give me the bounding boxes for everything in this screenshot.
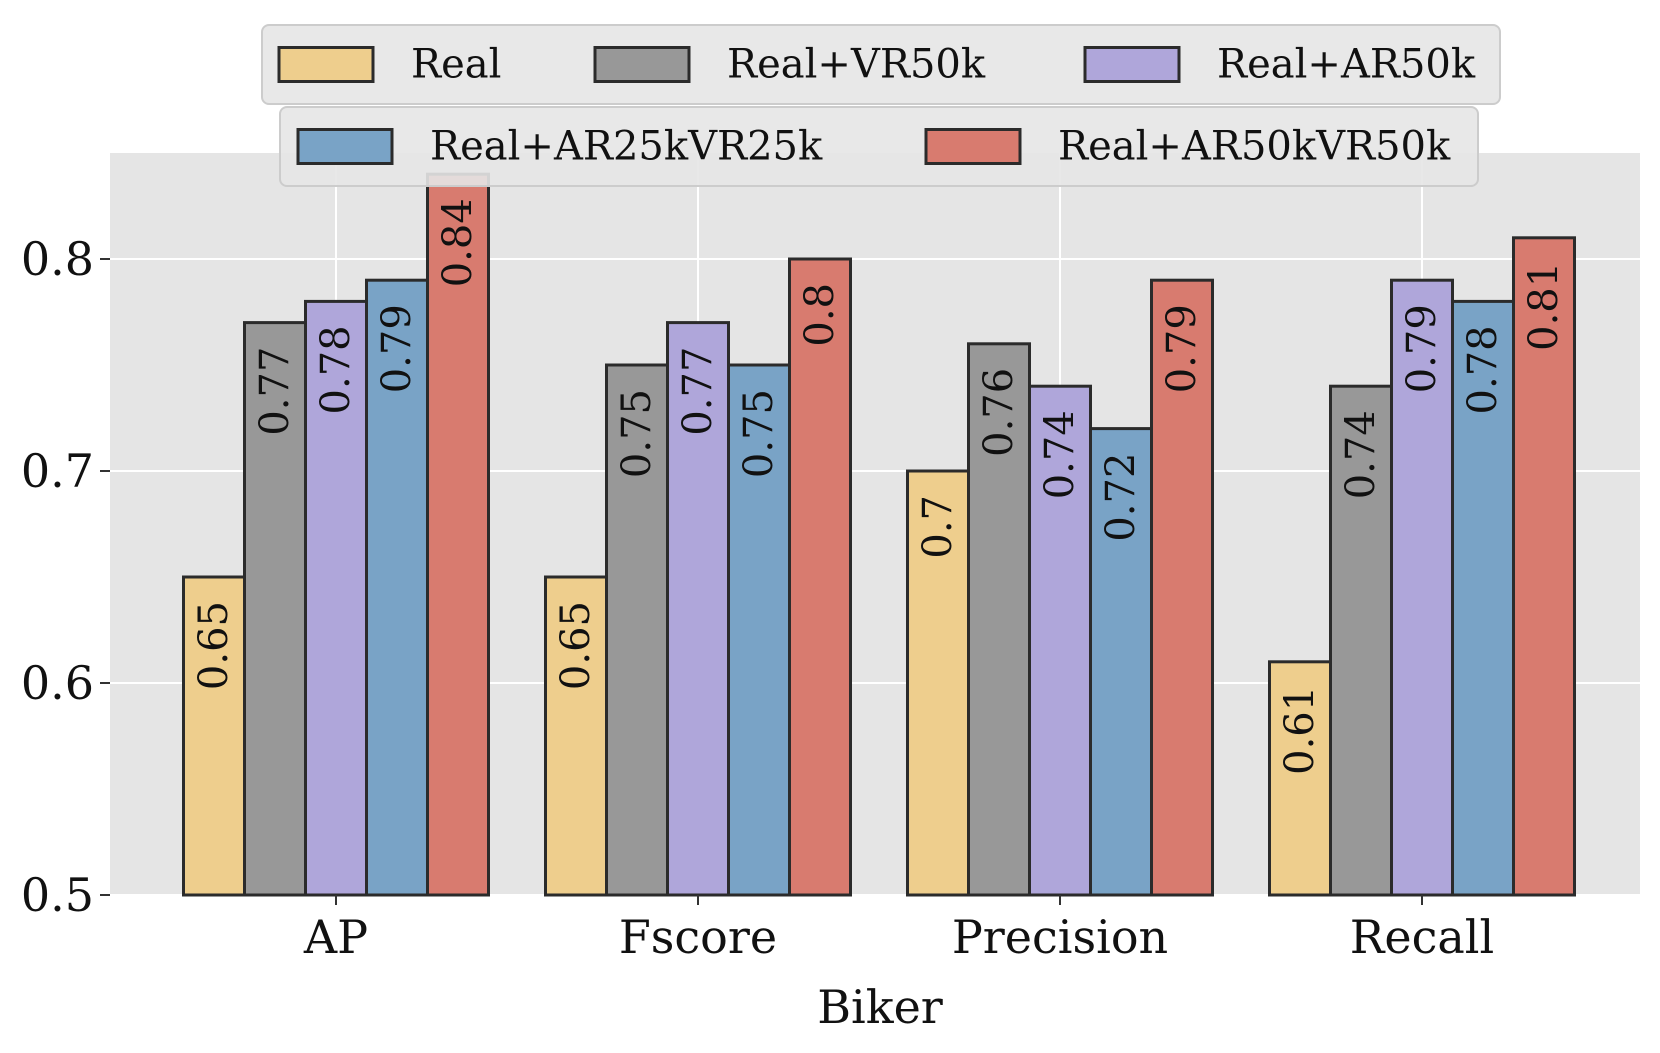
bar-value-label: 0.77 [675, 347, 721, 436]
bar-value-label: 0.8 [797, 283, 843, 347]
bar-value-label: 0.79 [374, 304, 420, 393]
bar-value-label: 0.74 [1338, 410, 1384, 499]
bar [1512, 236, 1576, 897]
y-tick-label: 0.5 [21, 868, 94, 922]
bar [906, 469, 970, 897]
legend-label: Real+AR50k [1217, 42, 1476, 88]
bar-value-label: 0.65 [191, 601, 237, 690]
x-tick-label: Fscore [619, 910, 777, 964]
bar-value-label: 0.61 [1277, 686, 1323, 775]
bar-value-label: 0.78 [313, 325, 359, 414]
y-tick-label: 0.6 [21, 656, 94, 710]
y-tick-label: 0.8 [21, 232, 94, 286]
bar [1268, 660, 1332, 897]
bar [304, 299, 368, 897]
bar [967, 342, 1031, 897]
legend-label: Real+AR25kVR25k [430, 124, 823, 170]
legend-label: Real+AR50kVR50k [1058, 124, 1451, 170]
legend: Real Real+VR50k Real+AR50k Real+AR25kVR25k R… [261, 24, 1501, 187]
bar-value-label: 0.79 [1399, 304, 1445, 393]
x-axis-title: Biker [817, 980, 943, 1034]
bars: 0.65 0.77 0.78 0.79 0.84 0.65 0.75 0.77 0.75 0.8 0… [182, 172, 1576, 897]
bar [1089, 427, 1153, 897]
legend-swatch [1083, 46, 1181, 83]
bar-value-label: 0.78 [1460, 325, 1506, 414]
x-tick-label: Precision [952, 910, 1168, 964]
bar [1451, 299, 1515, 897]
legend-box [279, 106, 1479, 187]
legend-swatch [277, 46, 375, 83]
bar-value-label: 0.75 [736, 389, 782, 478]
bar [426, 172, 490, 897]
bar [727, 363, 791, 897]
bar [788, 257, 852, 897]
bar-value-label: 0.65 [553, 601, 599, 690]
bar [1329, 384, 1393, 897]
bar [605, 363, 669, 897]
y-tick-label: 0.7 [21, 444, 94, 498]
bar-value-label: 0.79 [1159, 304, 1205, 393]
bar-value-label: 0.72 [1098, 453, 1144, 542]
bar [544, 575, 608, 897]
legend-swatch [296, 128, 394, 165]
bar [666, 321, 730, 897]
bar-value-label: 0.84 [435, 198, 481, 287]
bar-value-label: 0.81 [1521, 262, 1567, 351]
bar-value-label: 0.74 [1037, 410, 1083, 499]
bar-value-label: 0.77 [252, 347, 298, 436]
x-tick-label: AP [303, 910, 368, 964]
bar [1150, 278, 1214, 897]
axis-ticks: 0.5 0.6 0.7 0.8 AP Fscore Precision Recall [21, 232, 1494, 964]
bar-value-label: 0.7 [915, 495, 961, 559]
legend-label: Real+VR50k [727, 42, 986, 88]
legend-swatch [593, 46, 691, 83]
legend-swatch [924, 128, 1022, 165]
bar [182, 575, 246, 897]
legend-box [261, 24, 1501, 105]
bar-value-label: 0.76 [976, 368, 1022, 457]
bar [1390, 278, 1454, 897]
bar-value-label: 0.75 [614, 389, 660, 478]
legend-label: Real [411, 42, 501, 88]
x-tick-label: Recall [1350, 910, 1494, 964]
